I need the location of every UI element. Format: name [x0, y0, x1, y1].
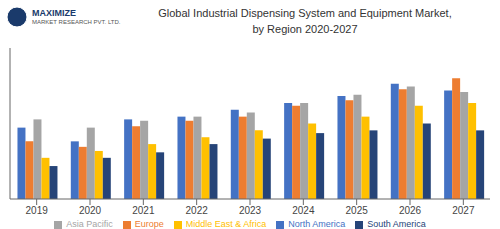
html-text:Europe: Europe [134, 219, 164, 229]
svg-text:2027: 2027 [452, 205, 475, 216]
svg-text:2024: 2024 [292, 205, 315, 216]
svg-text:2020: 2020 [79, 205, 102, 216]
html-text:Middle East & Africa: Middle East & Africa [185, 219, 267, 229]
html-text:North America: North America [288, 219, 346, 229]
html-text:MARKET RESEARCH PVT. LTD.: MARKET RESEARCH PVT. LTD. [32, 18, 121, 25]
svg-text:2019: 2019 [26, 205, 49, 216]
html-text:South America: South America [367, 219, 426, 229]
html-text:by Region 2020-2027: by Region 2020-2027 [252, 23, 358, 35]
svg-text:2025: 2025 [346, 205, 369, 216]
html-text:Global Industrial Dispensing S: Global Industrial Dispensing System and … [158, 7, 452, 19]
html-text:Asia Pacific: Asia Pacific [66, 219, 113, 229]
html-text:MAXIMIZE: MAXIMIZE [32, 7, 76, 18]
svg-text:2026: 2026 [399, 205, 422, 216]
svg-text:2021: 2021 [132, 205, 155, 216]
svg-text:2022: 2022 [186, 205, 209, 216]
svg-text:2023: 2023 [239, 205, 262, 216]
